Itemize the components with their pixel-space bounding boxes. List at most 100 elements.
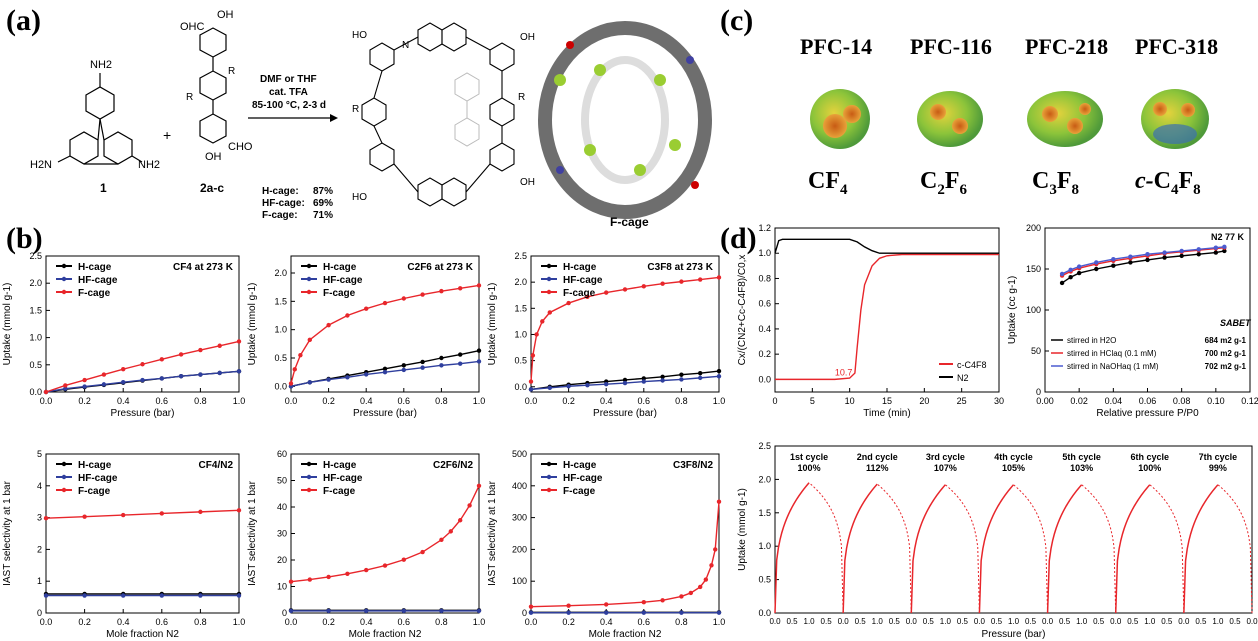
data-point xyxy=(236,339,242,344)
cycle-percent: 112% xyxy=(866,463,889,473)
y-axis-label: Uptake (mmol g-1) xyxy=(247,283,258,366)
x-tick-label: 0.5 xyxy=(1059,617,1071,626)
plot-frame xyxy=(290,255,480,393)
x-tick-label: 0.5 xyxy=(991,617,1003,626)
data-point xyxy=(1196,247,1201,252)
cage-oh-bottom: OH xyxy=(520,177,535,188)
data-point xyxy=(458,286,463,291)
y-axis-label: Cx/(CN2+Cc-C4F8)/C0,x xyxy=(737,255,748,366)
x-tick-label: 1.0 xyxy=(804,617,816,626)
legend-label: HF-cage xyxy=(563,275,603,286)
adsorption-branch xyxy=(774,482,810,614)
legend-label: HF-cage xyxy=(323,473,363,484)
y-tick-label: 0.0 xyxy=(514,382,527,392)
adsorption-branch xyxy=(1046,484,1083,614)
data-point xyxy=(82,384,87,389)
x-tick-label: 0.08 xyxy=(1173,396,1191,406)
cage-structure xyxy=(361,22,515,207)
chart-c3f8-uptake: 0.0 0.2 0.4 0.6 0.8 1.0 0.0 0.5 1.0 1.5 2.0 2.5 Pres… xyxy=(487,251,725,419)
adsorption-branch xyxy=(910,484,946,614)
adsorption-branch xyxy=(1114,484,1151,614)
data-point xyxy=(660,378,665,383)
data-point xyxy=(1213,250,1219,255)
data-point xyxy=(439,537,444,543)
data-point xyxy=(1222,248,1227,254)
x-tick-label: 0.4 xyxy=(360,396,373,406)
data-point xyxy=(159,357,164,362)
x-tick-label: 0.0 xyxy=(525,396,538,406)
y-axis-label: Uptake (mmol g-1) xyxy=(2,283,13,366)
data-point xyxy=(641,284,646,289)
x-tick-label: 0.6 xyxy=(638,396,651,406)
ohc-label: OHC xyxy=(180,21,205,33)
pfc-318-label: PFC-318 xyxy=(1135,34,1219,59)
y-tick-label: 1.5 xyxy=(29,305,42,315)
legend-label: c-C4F8 xyxy=(957,360,987,370)
x-tick-label: 0.5 xyxy=(821,617,833,626)
y-tick-label: 20 xyxy=(277,555,287,565)
data-point xyxy=(1179,253,1184,259)
y-tick-label: 60 xyxy=(277,449,287,459)
x-tick-label: 0.0 xyxy=(1178,617,1190,626)
data-point xyxy=(547,385,552,391)
yield-value-2: 69% xyxy=(313,198,333,209)
data-point xyxy=(43,593,49,598)
series-line xyxy=(775,253,999,381)
y-tick-label: 2.0 xyxy=(514,277,527,287)
panel-label-c: (c) xyxy=(720,4,754,37)
data-point xyxy=(528,387,534,392)
y-tick-label: 2.0 xyxy=(274,268,287,278)
data-point xyxy=(401,363,406,368)
legend-marker xyxy=(61,474,67,480)
cycle-percent: 105% xyxy=(1002,463,1025,473)
data-point xyxy=(121,366,126,372)
yield-value-1: 87% xyxy=(313,186,333,197)
legend-label: F-cage xyxy=(563,486,596,497)
legend-marker xyxy=(306,474,312,480)
chart-annotation: CF4/N2 xyxy=(199,460,234,471)
data-point xyxy=(159,511,164,516)
x-tick-label: 1.0 xyxy=(233,396,245,406)
data-point xyxy=(307,380,312,385)
data-point xyxy=(63,383,68,388)
y-tick-label: 100 xyxy=(1026,305,1041,315)
x-tick-label: 1.0 xyxy=(713,617,725,627)
legend-label: F-cage xyxy=(78,288,111,299)
data-point xyxy=(1196,252,1201,257)
cycle-label: 6th cycle xyxy=(1131,452,1170,462)
legend-marker xyxy=(546,474,552,480)
data-point xyxy=(534,332,539,337)
series-line xyxy=(45,509,240,519)
data-point xyxy=(1162,255,1167,260)
legend-marker xyxy=(61,289,67,295)
x-tick-label: 0.0 xyxy=(838,617,850,626)
esp-surfaces xyxy=(810,89,1209,149)
y-tick-label: 1 xyxy=(37,576,42,586)
desorption-branch xyxy=(945,484,980,614)
x-tick-label: 0.2 xyxy=(78,396,91,406)
data-point xyxy=(288,381,294,386)
data-point xyxy=(121,380,126,385)
x-tick-label: 10 xyxy=(845,396,855,406)
data-point xyxy=(448,529,453,534)
y-tick-label: 0.0 xyxy=(29,387,42,397)
plus-sign: + xyxy=(163,127,171,143)
x-tick-label: 0.2 xyxy=(322,396,335,406)
data-point xyxy=(688,590,693,596)
data-point xyxy=(703,577,709,582)
data-point xyxy=(298,352,303,358)
x-axis-label: Time (min) xyxy=(863,408,910,419)
data-point xyxy=(622,287,628,292)
y-tick-label: 0.5 xyxy=(274,353,287,363)
chart-c2f6-uptake: 0.0 0.2 0.4 0.6 0.8 1.0 0.0 0.5 1.0 1.5 2.0 Pressur… xyxy=(247,255,485,419)
reaction-scheme: NH2 H2N NH2 1 + OHC OH R R OH CHO 2a-c D… xyxy=(30,9,712,229)
x-tick-label: 1.0 xyxy=(1212,617,1224,626)
data-point xyxy=(604,602,609,607)
data-point xyxy=(716,374,722,379)
data-point xyxy=(140,377,145,383)
plot-frame xyxy=(45,453,240,614)
x-tick-label: 0.0 xyxy=(974,617,986,626)
x-tick-label: 1.0 xyxy=(473,617,485,627)
x-tick-label: 1.0 xyxy=(233,617,245,627)
y-tick-label: 400 xyxy=(512,481,527,491)
